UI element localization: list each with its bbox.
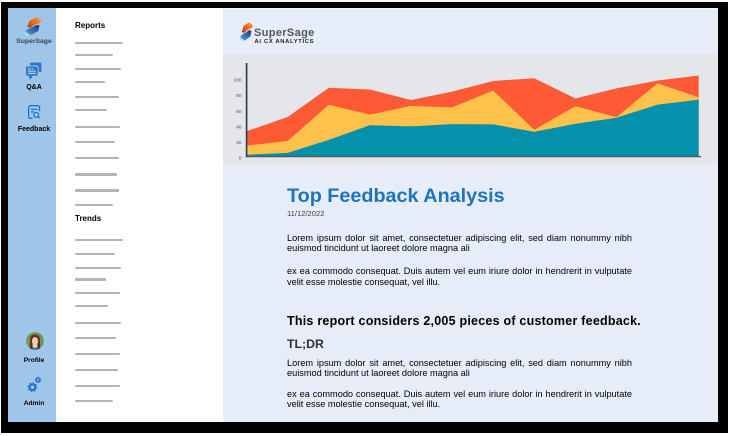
svg-text:0: 0 bbox=[239, 156, 242, 161]
svg-text:60: 60 bbox=[236, 109, 242, 114]
svg-text:80: 80 bbox=[236, 93, 242, 98]
svg-text:20: 20 bbox=[236, 140, 242, 145]
svg-text:40: 40 bbox=[236, 124, 242, 129]
svg-text:100: 100 bbox=[234, 78, 242, 83]
